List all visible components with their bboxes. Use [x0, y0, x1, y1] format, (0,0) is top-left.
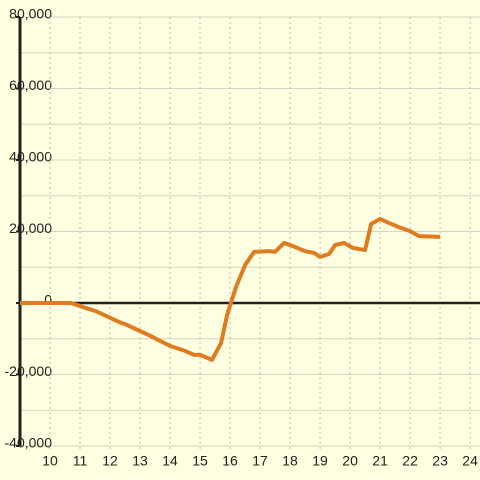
x-tick-label: 13 [132, 453, 148, 469]
x-tick-label: 24 [462, 453, 478, 469]
x-tick-label: 20 [342, 453, 358, 469]
y-tick-label: 60,000 [9, 77, 52, 93]
y-tick-label: 40,000 [9, 149, 52, 165]
x-tick-label: 11 [73, 453, 88, 469]
x-tick-label: 19 [312, 453, 328, 469]
x-tick-label: 10 [42, 453, 58, 469]
x-tick-label: 18 [282, 453, 298, 469]
x-tick-label: 22 [402, 453, 418, 469]
x-tick-label: 14 [162, 453, 178, 469]
x-tick-label: 16 [222, 453, 238, 469]
y-tick-label: -20,000 [5, 363, 53, 379]
x-tick-label: 15 [192, 453, 208, 469]
y-tick-label: 20,000 [9, 220, 52, 236]
y-tick-label: -40,000 [5, 435, 53, 451]
x-tick-label: 21 [372, 453, 388, 469]
x-tick-label: 23 [432, 453, 448, 469]
y-tick-label: 80,000 [9, 6, 52, 22]
y-tick-label: 0 [44, 292, 52, 308]
data-line [20, 216, 441, 362]
x-tick-label: 12 [102, 453, 118, 469]
x-tick-label: 17 [252, 453, 268, 469]
